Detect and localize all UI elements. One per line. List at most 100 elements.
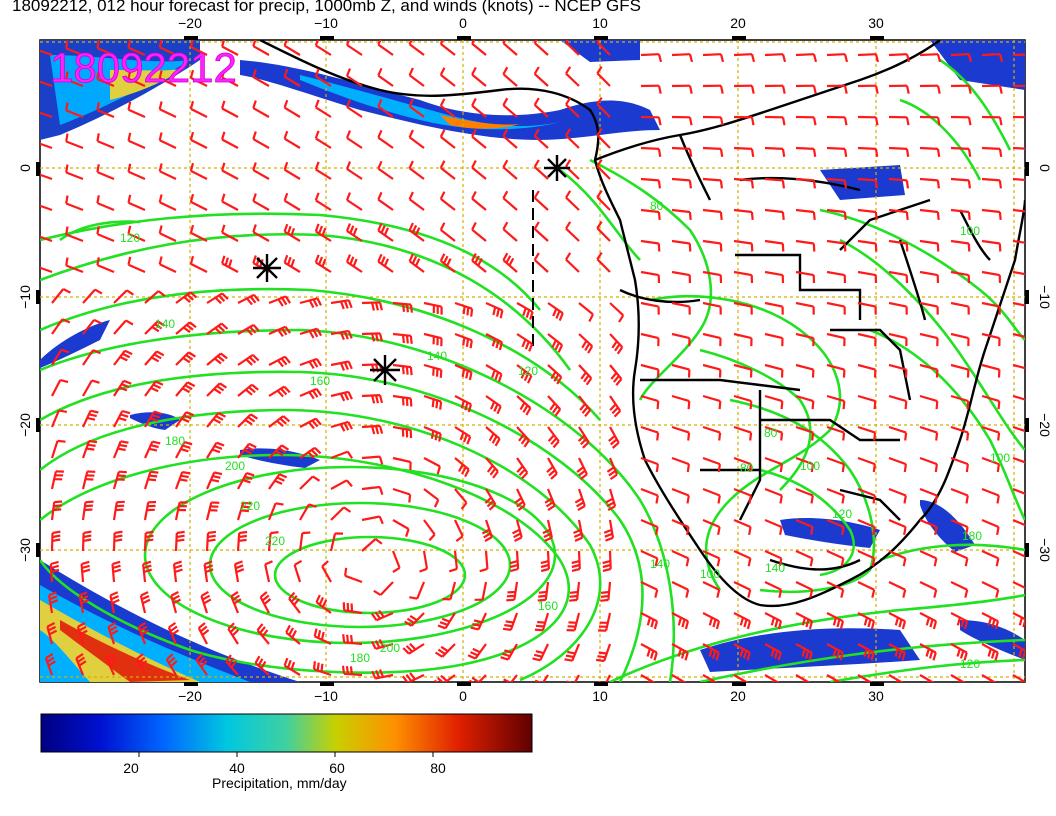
page-title: 18092212, 012 hour forecast for precip, …	[12, 0, 641, 15]
wind-barb-flag	[836, 619, 841, 628]
contour-label: 100	[960, 224, 980, 238]
wind-barb-flag	[712, 619, 717, 628]
wind-barb-flag	[774, 619, 779, 628]
wind-barb	[795, 363, 814, 371]
wind-barb	[640, 518, 659, 529]
wind-barb-flag	[748, 526, 752, 536]
wind-barb-flag	[479, 567, 488, 573]
wind-barb-flag	[607, 505, 616, 511]
wind-barb	[128, 232, 146, 243]
wind-barb-flag	[57, 439, 66, 443]
wind-barb	[477, 674, 487, 682]
wind-barb-flag	[343, 422, 350, 431]
wind-barb-flag	[378, 669, 385, 678]
wind-barb-flag	[54, 500, 63, 504]
wind-barb	[950, 53, 970, 57]
wind-barb-flag	[488, 433, 495, 442]
wind-barb	[423, 457, 441, 468]
x-tick-label: −20	[178, 688, 202, 704]
wind-barb	[950, 425, 969, 434]
wind-barb-flag	[610, 372, 618, 380]
wind-barb-flag	[932, 652, 937, 661]
wind-barb-flag	[184, 441, 193, 446]
wind-barb-flag	[936, 211, 940, 221]
wind-barb	[857, 549, 875, 560]
wind-barb-flag	[245, 358, 253, 366]
wind-barb	[174, 532, 178, 552]
wind-barb	[1012, 53, 1025, 57]
wind-barb-flag	[542, 528, 551, 535]
wind-barb-flag	[902, 684, 905, 692]
x-tick-label: −10	[314, 15, 338, 31]
wind-barb-flag	[314, 99, 320, 108]
wind-barb-flag	[600, 594, 609, 598]
wind-barb-flag	[345, 223, 352, 232]
wind-barb-flag	[905, 117, 910, 126]
wind-barb-flag	[408, 40, 413, 45]
wind-barb-flag	[574, 536, 583, 542]
wind-barb-flag	[549, 402, 556, 411]
wind-barb	[128, 201, 146, 212]
wind-barb-flag	[182, 444, 191, 449]
wind-barb-flag	[280, 327, 288, 336]
wind-barb-flag	[583, 374, 590, 383]
y-tick-labels-right: 0 −10 −20 −30	[1037, 164, 1053, 562]
wind-barb-flag	[524, 341, 530, 350]
wind-barb-flag	[936, 117, 941, 126]
wind-barb-flag	[107, 621, 116, 628]
wind-barb-flag	[602, 563, 611, 569]
wind-barb-flag	[934, 495, 938, 504]
wind-barb	[640, 53, 660, 57]
wind-barb-flag	[460, 502, 468, 510]
wind-barb	[112, 532, 116, 552]
wind-barb-flag	[174, 564, 183, 570]
wind-barb-flag	[719, 243, 723, 252]
side-ticks	[36, 36, 1029, 686]
wind-barb-flag	[516, 465, 524, 473]
contour-label: 80	[650, 199, 664, 213]
wind-barb	[888, 208, 908, 214]
wind-barb-flag	[109, 625, 118, 632]
wind-barb-flag	[172, 598, 182, 605]
wind-barb-flag	[48, 660, 56, 667]
wind-barb-flag	[502, 221, 509, 230]
wind-barb-flag	[565, 221, 572, 230]
wind-barb-flag	[127, 194, 132, 203]
wind-barb-flag	[347, 330, 353, 339]
wind-barb-flag	[458, 463, 464, 473]
wind-barb-flag	[686, 495, 690, 504]
wind-barb-flag	[150, 386, 159, 393]
wind-barb-flag	[308, 503, 317, 508]
wind-barb	[377, 198, 394, 211]
wind-barb	[764, 301, 783, 308]
wind-barb-flag	[277, 359, 284, 368]
wind-barb	[321, 565, 332, 583]
wind-barb-flag	[1018, 617, 1024, 626]
wind-barb-flag	[747, 558, 752, 567]
wind-barb-flag	[229, 625, 237, 633]
wind-barb	[981, 332, 1000, 340]
wind-barb-flag	[347, 421, 353, 430]
wind-barb-flag	[719, 148, 724, 157]
wind-barb-flag	[314, 161, 320, 170]
wind-barb-flag	[214, 357, 222, 365]
wind-barb-flag	[312, 298, 319, 307]
wind-barb-flag	[719, 117, 724, 126]
wind-barb-flag	[894, 617, 900, 626]
wind-barb-flag	[596, 220, 603, 229]
wind-barb-flag	[96, 40, 100, 49]
wind-barb-flag	[609, 473, 618, 481]
wind-barb-flag	[843, 53, 849, 63]
contour-label: 80	[740, 461, 754, 475]
wind-barb-flag	[750, 117, 755, 126]
wind-barb-flag	[158, 40, 163, 48]
contour-label: 100	[800, 459, 820, 473]
wind-barb-flag	[84, 508, 93, 512]
wind-barb-flag	[465, 338, 470, 347]
wind-barb-flag	[276, 476, 285, 482]
wind-barb-flag	[935, 432, 939, 441]
wind-barb-flag	[157, 290, 166, 297]
wind-barb	[190, 200, 208, 211]
wind-barb-flag	[240, 509, 249, 513]
wind-barb-flag	[283, 192, 289, 202]
